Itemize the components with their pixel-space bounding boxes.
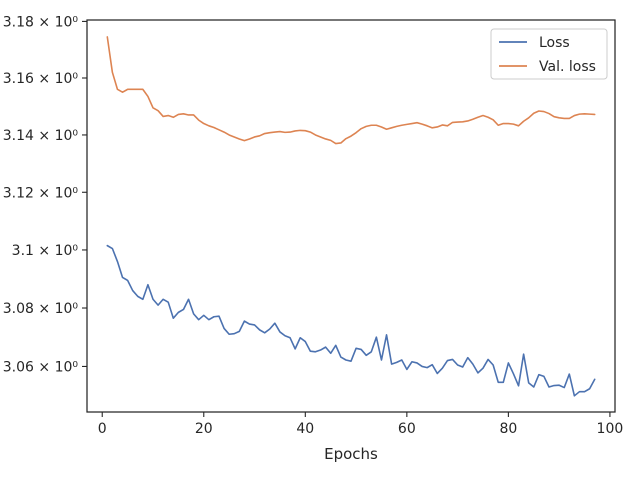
series-line-loss	[106, 244, 596, 397]
y-tick-label: 3.1 × 10⁰	[12, 243, 79, 259]
y-tick-label: 3.14 × 10⁰	[3, 128, 79, 144]
y-axis: 3.06 × 10⁰ 3.08 × 10⁰ 3.1 × 10⁰ 3.12 × 10⁰ 3…	[3, 14, 87, 375]
x-tick-label: 40	[296, 421, 314, 437]
y-tick-label: 3.18 × 10⁰	[3, 14, 79, 30]
x-tick-label: 20	[195, 421, 213, 437]
legend-entry-label: Val. loss	[539, 59, 596, 75]
y-tick-label: 3.08 × 10⁰	[3, 301, 79, 317]
x-axis: 0 20 40 60 80 100	[98, 412, 624, 437]
x-tick-label: 60	[398, 421, 416, 437]
plot-area	[106, 36, 596, 397]
x-tick-label: 100	[597, 421, 624, 437]
y-tick-label: 3.16 × 10⁰	[3, 71, 79, 87]
x-tick-label: 80	[499, 421, 517, 437]
axes-frame	[86, 19, 616, 413]
series-line-val-loss	[106, 36, 596, 145]
x-tick-label: 0	[98, 421, 107, 437]
legend-entry-label: Loss	[539, 35, 570, 51]
y-tick-label: 3.12 × 10⁰	[3, 185, 79, 201]
legend: Loss Val. loss	[490, 28, 608, 80]
y-tick-label: 3.06 × 10⁰	[3, 359, 79, 375]
x-axis-label: Epochs	[324, 445, 378, 463]
